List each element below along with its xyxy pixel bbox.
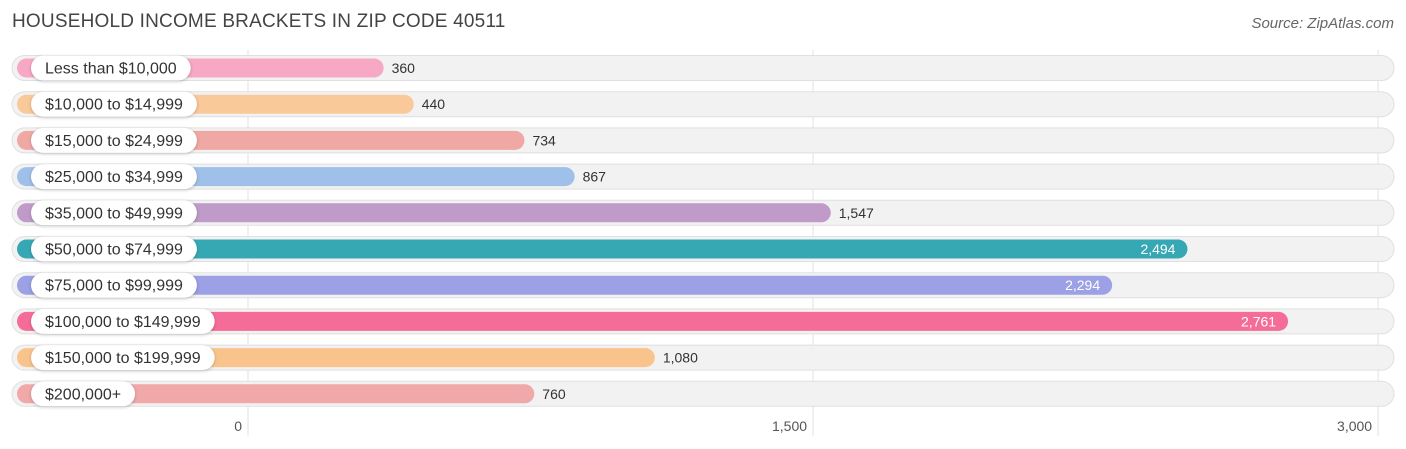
category-pill [31, 345, 215, 371]
category-pill [31, 236, 197, 262]
category-label: $50,000 to $74,999 [45, 242, 183, 259]
value-label: 1,080 [663, 350, 698, 366]
category-pill [31, 127, 197, 153]
value-label: 867 [583, 169, 607, 185]
category-pill [31, 200, 197, 226]
category-label: $15,000 to $24,999 [45, 133, 183, 150]
bar [17, 239, 1188, 259]
bar-row: $15,000 to $24,999 734 [11, 127, 1395, 154]
tick-label: 3,000 [1337, 418, 1372, 434]
value-label: 2,761 [1241, 313, 1276, 329]
value-label: 2,294 [1065, 277, 1100, 293]
x-axis-ticks: 0 1,500 3,000 [234, 418, 1372, 434]
category-label: $25,000 to $34,999 [45, 169, 183, 186]
bar-row: $75,000 to $99,999 2,294 [11, 272, 1395, 299]
bar-row: $35,000 to $49,999 1,547 [11, 199, 1395, 226]
bar [17, 275, 1113, 295]
category-pill [31, 381, 136, 407]
category-label: $100,000 to $149,999 [45, 314, 201, 331]
bar-row: $200,000+ 760 [11, 380, 1395, 407]
category-label: $150,000 to $199,999 [45, 350, 201, 367]
chart-title: HOUSEHOLD INCOME BRACKETS IN ZIP CODE 40… [12, 11, 506, 32]
bar-row: $10,000 to $14,999 440 [11, 91, 1395, 118]
tick-label: 1,500 [772, 418, 807, 434]
category-label: $200,000+ [45, 386, 121, 403]
bar-row: Less than $10,000 360 [11, 55, 1395, 81]
value-label: 440 [422, 96, 446, 112]
bar-row: $100,000 to $149,999 2,761 [11, 308, 1395, 335]
category-label: $75,000 to $99,999 [45, 278, 183, 295]
category-pill [31, 55, 191, 81]
category-pill [31, 164, 197, 190]
category-pill [31, 91, 197, 117]
category-pill [31, 308, 215, 334]
bar [17, 384, 535, 404]
value-label: 760 [542, 386, 566, 402]
category-label: $35,000 to $49,999 [45, 205, 183, 222]
bar [17, 311, 1289, 331]
value-label: 2,494 [1140, 241, 1175, 257]
value-label: 1,547 [839, 205, 874, 221]
bar [17, 203, 831, 223]
bar-row: $25,000 to $34,999 867 [11, 163, 1395, 190]
category-label: $10,000 to $14,999 [45, 97, 183, 114]
rows-layer: Less than $10,000 360 $10,000 to $14,999 44… [11, 55, 1395, 407]
value-label: 734 [532, 132, 556, 148]
tick-label: 0 [234, 418, 242, 434]
value-label: 360 [392, 60, 416, 76]
bar-row: $150,000 to $199,999 1,080 [11, 344, 1395, 371]
bar-row: $50,000 to $74,999 2,494 [11, 236, 1395, 262]
category-pill [31, 272, 197, 298]
category-label: Less than $10,000 [45, 61, 177, 78]
chart-source: Source: ZipAtlas.com [1251, 15, 1394, 32]
